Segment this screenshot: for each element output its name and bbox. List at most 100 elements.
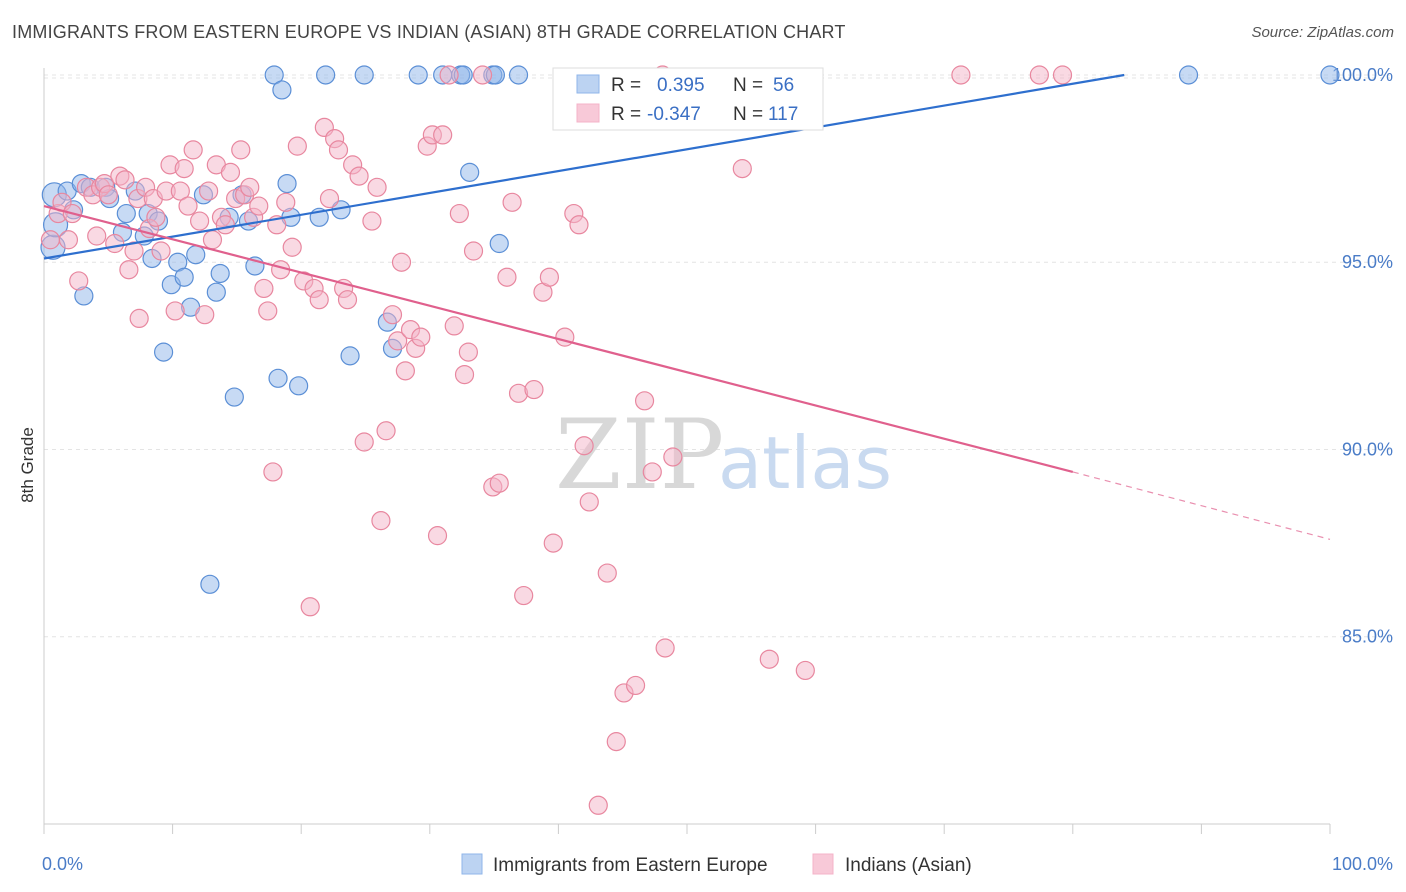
legend-r-value-1: 0.395 — [657, 75, 705, 96]
point-indians-asian — [663, 447, 683, 467]
point-indians-asian — [454, 364, 475, 385]
point-indians-asian — [69, 271, 89, 291]
point-eastern-europe — [200, 574, 220, 594]
trend-line-indians-asian — [43, 204, 1074, 474]
stats-legend: R = 0.395 N = 56 R = -0.347 N = 117 — [552, 67, 824, 131]
point-indians-asian — [427, 526, 448, 546]
bottom-legend-label-indians-asian: Indians (Asian) — [845, 855, 972, 876]
bottom-legend-swatch-indians-asian — [812, 853, 834, 875]
point-indians-asian — [795, 660, 815, 681]
point-eastern-europe — [210, 263, 230, 284]
point-indians-asian — [319, 188, 340, 209]
point-indians-asian — [472, 65, 493, 85]
point-indians-asian — [388, 331, 408, 351]
point-indians-asian — [502, 192, 522, 212]
point-indians-asian — [382, 305, 403, 325]
point-indians-asian — [759, 649, 779, 669]
point-indians-asian — [463, 241, 484, 261]
point-indians-asian — [514, 585, 534, 606]
y-tick-label: 90.0% — [1342, 439, 1393, 459]
point-indians-asian — [539, 267, 559, 287]
point-indians-asian — [371, 511, 391, 531]
point-indians-asian — [337, 290, 358, 310]
point-indians-asian — [376, 421, 396, 441]
point-indians-asian — [433, 125, 453, 145]
point-indians-asian — [642, 462, 662, 482]
point-eastern-europe — [272, 80, 292, 100]
watermark: ZIP atlas — [555, 399, 892, 511]
point-eastern-europe — [206, 282, 226, 302]
point-indians-asian — [411, 327, 431, 347]
point-indians-asian — [391, 252, 412, 272]
point-eastern-europe — [174, 267, 194, 287]
point-indians-asian — [543, 533, 563, 553]
point-eastern-europe — [1320, 65, 1340, 85]
point-eastern-europe — [268, 368, 288, 388]
y-axis-label: 8th Grade — [18, 427, 37, 503]
data-points — [40, 65, 1340, 815]
legend-r-label-2: R = — [611, 104, 641, 125]
point-indians-asian — [115, 170, 135, 190]
point-indians-asian — [1052, 65, 1073, 85]
point-indians-asian — [395, 361, 415, 381]
point-indians-asian — [579, 492, 599, 512]
point-indians-asian — [124, 241, 144, 261]
point-eastern-europe — [289, 376, 309, 396]
point-indians-asian — [497, 267, 517, 287]
point-eastern-europe — [1178, 65, 1199, 85]
chart-source: Source: ZipAtlas.com — [1251, 24, 1394, 41]
y-tick-label: 85.0% — [1342, 627, 1393, 647]
point-indians-asian — [254, 278, 274, 299]
point-indians-asian — [300, 597, 320, 617]
point-indians-asian — [349, 166, 369, 186]
point-eastern-europe — [186, 245, 206, 265]
point-eastern-europe — [264, 65, 284, 85]
legend-swatch-indians-asian — [576, 103, 600, 123]
point-eastern-europe — [408, 65, 428, 85]
point-indians-asian — [178, 196, 198, 216]
bottom-legend-swatch-eastern-europe — [461, 853, 483, 875]
trend-lines — [43, 73, 1331, 540]
legend-n-value-1: 56 — [773, 75, 794, 96]
point-indians-asian — [1029, 65, 1049, 85]
point-indians-asian — [258, 301, 278, 321]
x-tick-label: 100.0% — [1332, 854, 1393, 874]
point-indians-asian — [597, 563, 617, 583]
point-indians-asian — [87, 226, 107, 246]
point-indians-asian — [625, 675, 646, 696]
point-indians-asian — [146, 207, 166, 227]
point-indians-asian — [367, 177, 387, 197]
point-eastern-europe — [116, 203, 136, 224]
point-eastern-europe — [354, 65, 374, 85]
point-indians-asian — [231, 140, 251, 160]
point-indians-asian — [151, 241, 171, 261]
point-indians-asian — [105, 233, 125, 254]
point-indians-asian — [40, 230, 61, 250]
watermark-zip: ZIP — [555, 399, 724, 511]
point-indians-asian — [215, 215, 235, 235]
point-indians-asian — [524, 379, 544, 400]
watermark-atlas: atlas — [718, 421, 892, 505]
point-indians-asian — [58, 230, 79, 250]
point-indians-asian — [170, 181, 190, 201]
point-indians-asian — [569, 215, 589, 235]
series-legend: Immigrants from Eastern Europe Indians (… — [461, 853, 972, 876]
legend-n-label-2: N = — [733, 104, 763, 125]
point-indians-asian — [634, 391, 655, 411]
point-eastern-europe — [508, 65, 529, 85]
point-eastern-europe — [316, 65, 336, 85]
gridlines — [44, 74, 1390, 638]
axes: 100.0% 95.0% 90.0% 85.0% 0.0% 100.0% — [42, 65, 1393, 874]
point-indians-asian — [190, 211, 210, 231]
point-eastern-europe — [153, 342, 174, 362]
point-eastern-europe — [340, 346, 360, 366]
point-indians-asian — [951, 65, 971, 85]
point-indians-asian — [362, 211, 382, 231]
y-tick-label: 100.0% — [1332, 65, 1393, 85]
point-indians-asian — [199, 181, 219, 201]
point-indians-asian — [195, 305, 215, 325]
legend-swatch-eastern-europe — [576, 74, 600, 94]
point-indians-asian — [119, 260, 139, 280]
point-indians-asian — [439, 65, 459, 85]
point-indians-asian — [328, 140, 349, 160]
